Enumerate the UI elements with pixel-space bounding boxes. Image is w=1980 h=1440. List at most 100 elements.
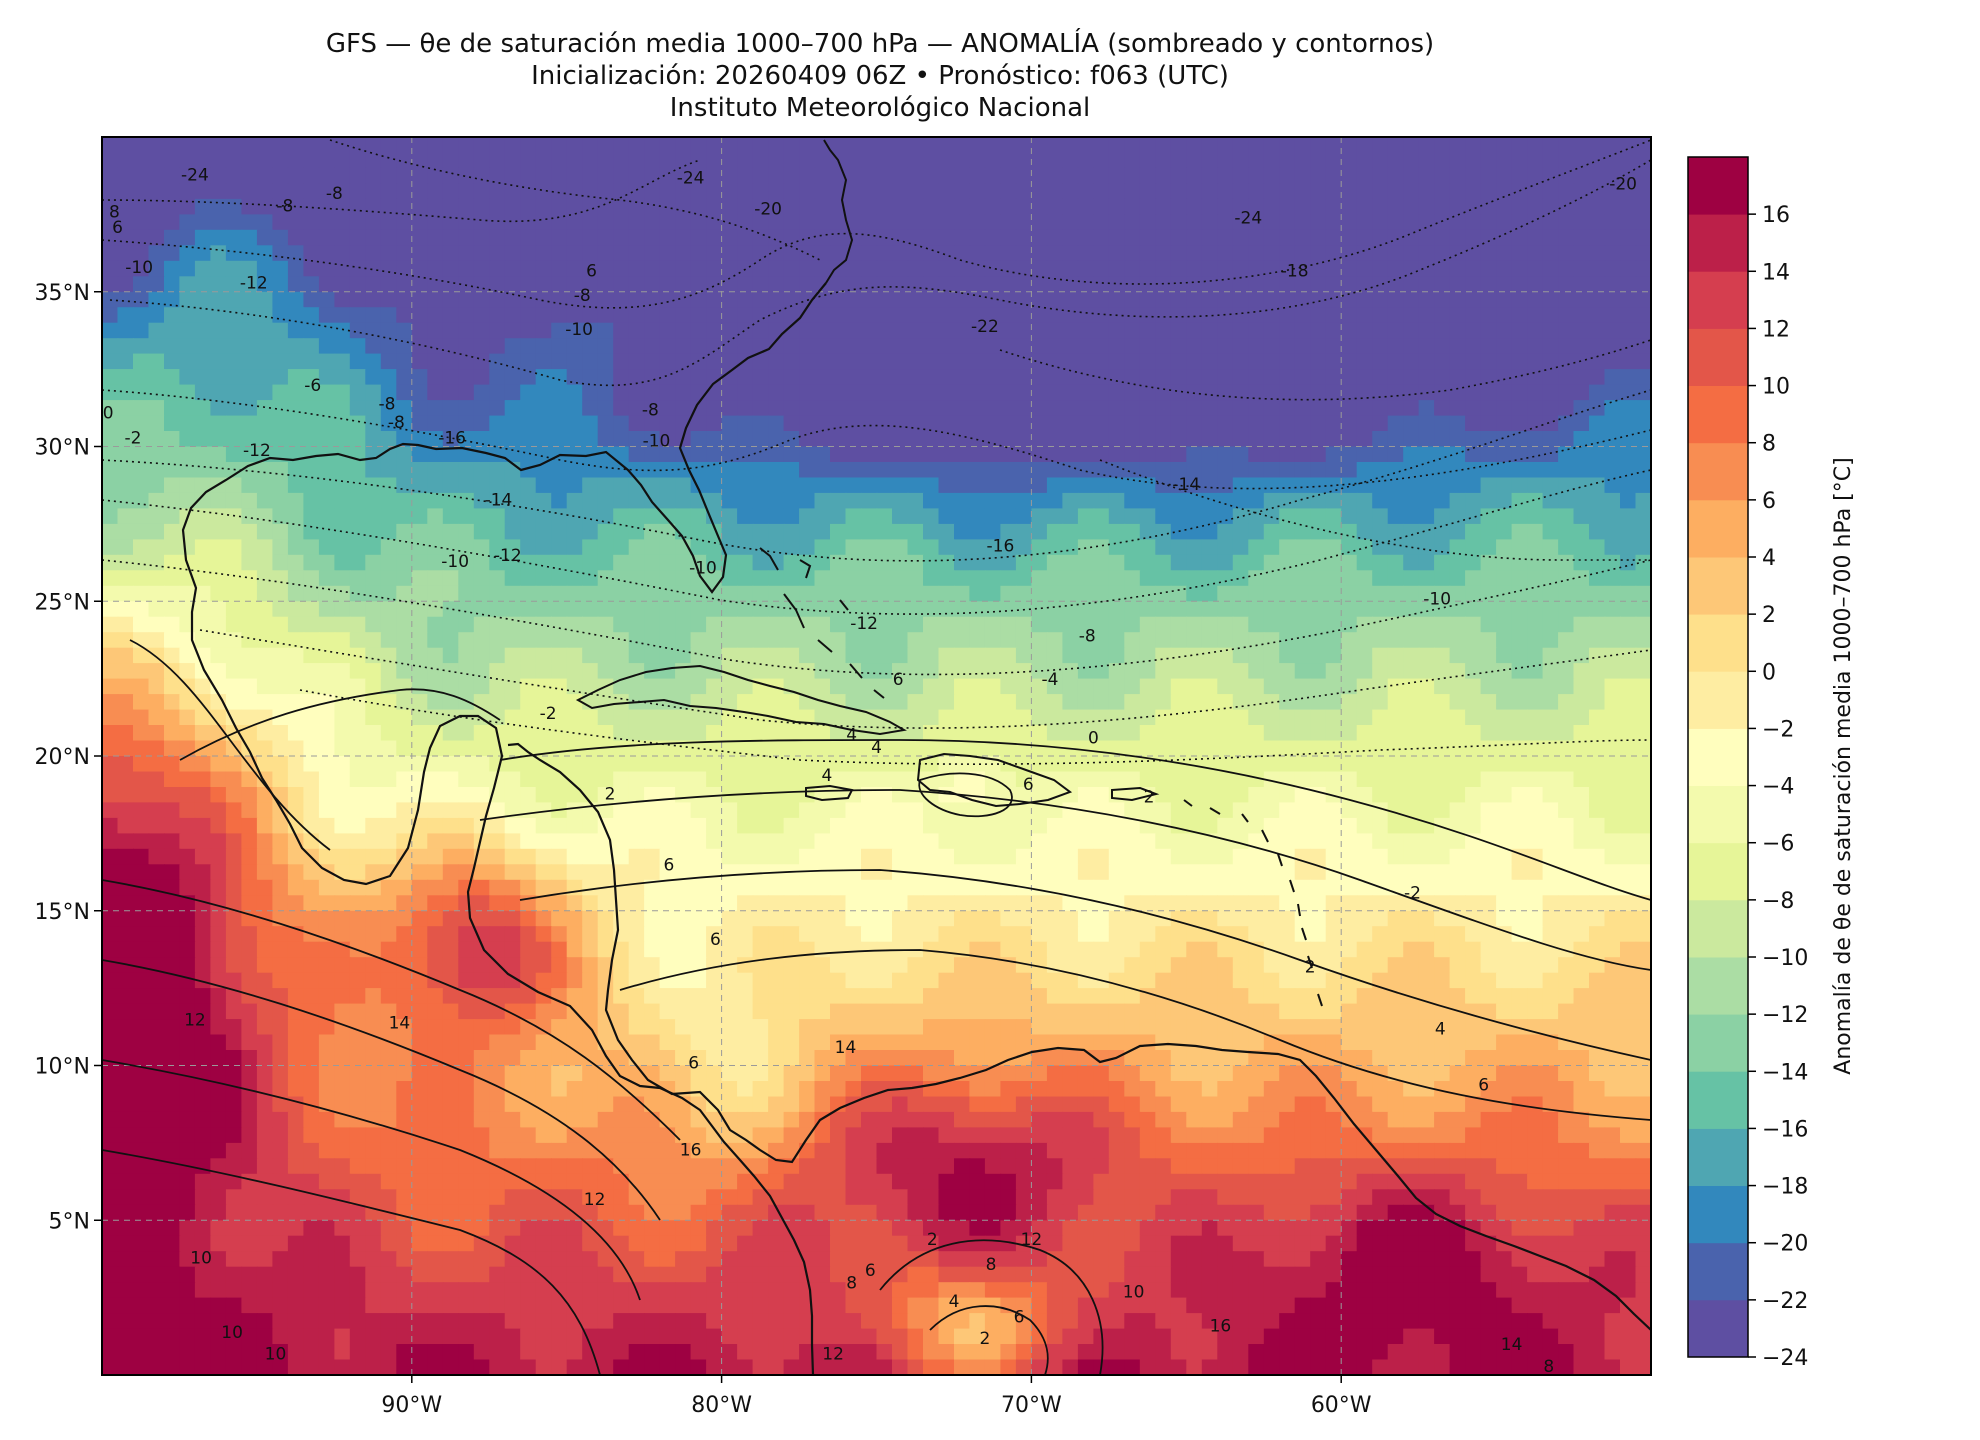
shade-cell [1480,369,1497,386]
shade-cell [1387,616,1404,633]
shade-cell [1031,167,1048,185]
shade-cell [1480,663,1497,680]
shade-cell [783,756,800,773]
shade-cell [1480,585,1497,603]
shade-cell [318,848,336,866]
shade-cell [566,771,583,788]
shade-cell [489,415,506,432]
shade-cell [1000,462,1017,479]
shade-cell [256,322,274,339]
shade-cell [830,137,847,154]
shade-cell [334,554,351,572]
shade-cell [1558,694,1575,711]
shade-cell [1031,384,1048,401]
shade-cell [737,756,754,773]
shade-cell [1387,539,1404,556]
shade-cell [1170,678,1188,695]
shade-cell [938,229,955,247]
shade-cell [861,817,878,835]
shade-cell [148,740,165,757]
shade-cell [721,152,738,169]
shade-cell [1558,585,1575,603]
shade-cell [1418,771,1435,788]
shade-cell [365,570,382,587]
shade-cell [644,167,661,185]
shade-cell [1403,678,1420,695]
shade-cell [1558,276,1575,293]
shade-cell [411,848,429,866]
shade-cell [1263,198,1281,216]
shade-cell [1418,787,1435,804]
shade-cell [1015,477,1033,494]
shade-cell [1527,276,1544,293]
shade-cell [783,198,800,216]
shade-cell [489,616,506,633]
shade-cell [1201,307,1219,324]
shade-cell [1372,585,1389,603]
shade-cell [318,554,336,572]
shade-cell [303,322,320,339]
shade-cell [984,570,1002,587]
shade-cell [628,245,645,262]
shade-cell [675,245,692,262]
shade-cell [1046,446,1064,463]
shade-cell [1046,152,1064,169]
shade-cell [1217,694,1234,711]
shade-cell [1356,492,1373,510]
shade-cell [799,879,816,897]
shade-cell [1418,817,1435,835]
shade-cell [303,152,320,169]
shade-cell [907,198,924,216]
shade-cell [1604,817,1621,835]
shade-cell [1294,694,1311,711]
shade-cell [411,431,429,448]
shade-cell [1372,167,1389,185]
shade-cell [1589,245,1606,262]
shade-cell [1186,198,1203,216]
shade-cell [907,260,924,278]
shade-cell [613,276,630,293]
shade-cell [954,400,971,417]
shade-cell [1356,307,1373,324]
shade-cell [1558,338,1575,355]
shade-cell [1217,864,1234,881]
shade-cell [1527,400,1544,417]
shade-cell [845,307,862,324]
shade-cell [892,616,909,633]
shade-cell [1635,462,1651,479]
shade-cell [1480,198,1497,216]
shade-cell [1418,694,1435,711]
shade-cell [411,167,429,185]
shade-cell [520,508,537,525]
shade-cell [659,694,676,711]
shade-cell [1480,167,1497,185]
shade-cell [1325,415,1342,432]
shade-cell [303,446,320,463]
shade-cell [427,787,444,804]
shade-cell [210,663,227,680]
shade-cell [597,384,614,401]
shade-cell [628,431,645,448]
shade-cell [303,663,320,680]
shade-cell [1604,554,1621,572]
shade-cell [737,817,754,835]
shade-cell [334,245,351,262]
shade-cell [164,415,181,432]
shade-cell [1217,400,1234,417]
shade-cell [148,817,165,835]
shade-cell [1434,601,1451,618]
shade-cell [1201,462,1219,479]
shade-cell [504,709,521,726]
shade-cell [783,539,800,556]
shade-cell [1434,771,1451,788]
shade-cell [1031,663,1048,680]
shade-cell [365,291,382,309]
shade-cell [644,523,661,541]
shade-cell [1542,740,1559,757]
shade-cell [1449,167,1466,185]
shade-cell [1031,229,1048,247]
shade-cell [1015,446,1033,463]
shade-cell [1589,554,1606,572]
shade-cell [1341,353,1358,370]
shade-cell [799,756,816,773]
